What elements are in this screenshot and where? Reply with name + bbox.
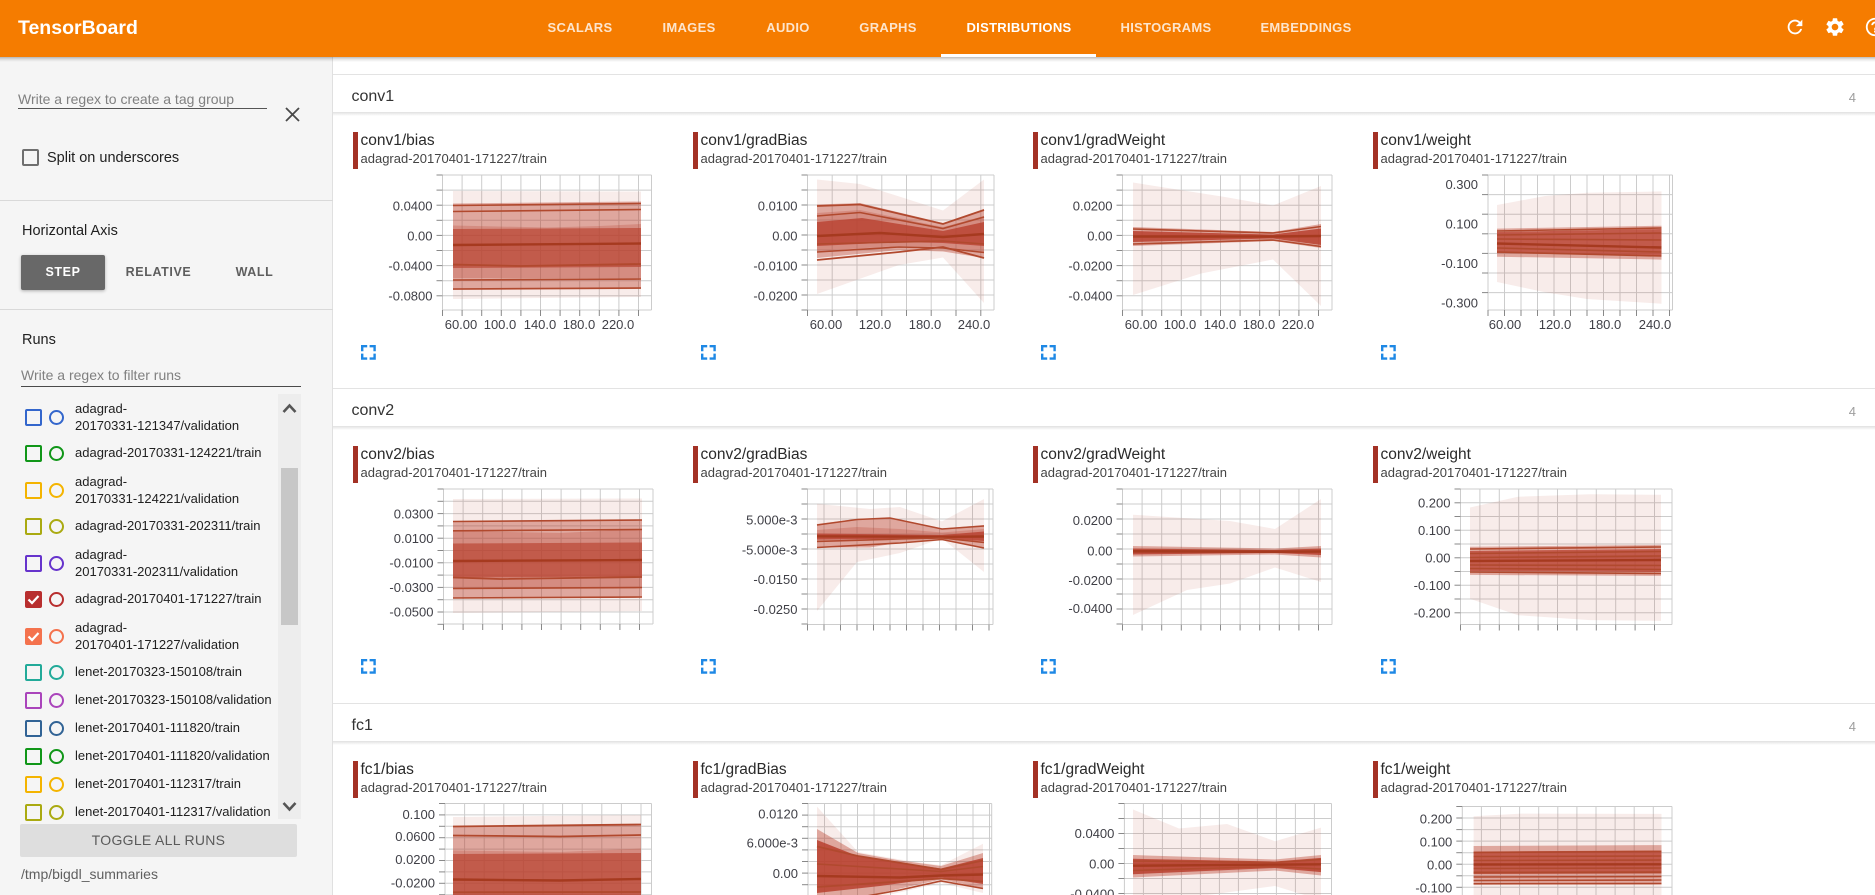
svg-text:0.00: 0.00 xyxy=(407,229,432,244)
svg-text:0.0100: 0.0100 xyxy=(758,199,798,214)
svg-text:0.100: 0.100 xyxy=(1445,217,1478,232)
svg-text:100.0: 100.0 xyxy=(484,317,517,332)
svg-text:-0.200: -0.200 xyxy=(1414,606,1451,621)
svg-text:100.0: 100.0 xyxy=(1164,317,1197,332)
svg-text:0.00: 0.00 xyxy=(773,866,798,881)
svg-text:180.0: 180.0 xyxy=(563,317,596,332)
svg-text:180.0: 180.0 xyxy=(1243,317,1276,332)
svg-text:0.200: 0.200 xyxy=(1418,496,1451,511)
svg-text:-0.0200: -0.0200 xyxy=(1068,259,1112,274)
svg-text:0.0120: 0.0120 xyxy=(758,807,798,822)
svg-text:-0.0100: -0.0100 xyxy=(389,556,433,571)
svg-text:0.00: 0.00 xyxy=(1427,858,1452,873)
svg-text:0.300: 0.300 xyxy=(1445,177,1478,192)
svg-text:0.00: 0.00 xyxy=(1425,551,1450,566)
svg-text:-0.0200: -0.0200 xyxy=(391,876,435,891)
svg-text:-0.0400: -0.0400 xyxy=(1070,887,1114,895)
svg-text:0.00: 0.00 xyxy=(1087,229,1112,244)
svg-text:60.00: 60.00 xyxy=(810,317,843,332)
svg-text:0.0400: 0.0400 xyxy=(393,199,433,214)
svg-text:6.000e-3: 6.000e-3 xyxy=(747,836,798,851)
svg-text:0.100: 0.100 xyxy=(402,807,435,822)
svg-text:0.0100: 0.0100 xyxy=(394,531,434,546)
svg-text:-0.0400: -0.0400 xyxy=(1068,601,1112,616)
svg-text:-0.0200: -0.0200 xyxy=(1068,573,1112,588)
svg-text:-0.0150: -0.0150 xyxy=(753,572,797,587)
svg-text:0.200: 0.200 xyxy=(1420,811,1453,826)
svg-text:220.0: 220.0 xyxy=(602,317,635,332)
svg-text:-5.000e-3: -5.000e-3 xyxy=(742,543,798,558)
svg-text:220.0: 220.0 xyxy=(1282,317,1315,332)
svg-text:-0.0100: -0.0100 xyxy=(753,259,797,274)
svg-text:60.00: 60.00 xyxy=(1125,317,1158,332)
svg-text:-0.100: -0.100 xyxy=(1415,881,1452,895)
svg-text:60.00: 60.00 xyxy=(1489,317,1522,332)
svg-text:140.0: 140.0 xyxy=(524,317,557,332)
svg-text:0.00: 0.00 xyxy=(772,229,797,244)
svg-text:120.0: 120.0 xyxy=(1539,317,1572,332)
svg-text:0.0300: 0.0300 xyxy=(394,507,434,522)
svg-text:5.000e-3: 5.000e-3 xyxy=(746,513,797,528)
svg-text:-0.100: -0.100 xyxy=(1441,256,1478,271)
svg-text:240.0: 240.0 xyxy=(958,317,991,332)
svg-text:60.00: 60.00 xyxy=(445,317,478,332)
svg-text:140.0: 140.0 xyxy=(1204,317,1237,332)
svg-text:0.0200: 0.0200 xyxy=(1073,513,1113,528)
svg-text:0.0600: 0.0600 xyxy=(395,829,435,844)
svg-text:-0.100: -0.100 xyxy=(1414,578,1451,593)
svg-text:-0.0200: -0.0200 xyxy=(753,289,797,304)
svg-text:180.0: 180.0 xyxy=(1589,317,1622,332)
svg-text:0.00: 0.00 xyxy=(1089,857,1114,872)
svg-text:0.0400: 0.0400 xyxy=(1075,826,1115,841)
svg-text:-0.0400: -0.0400 xyxy=(388,259,432,274)
svg-text:-0.0400: -0.0400 xyxy=(1068,289,1112,304)
svg-text:0.0200: 0.0200 xyxy=(1073,199,1113,214)
svg-text:0.100: 0.100 xyxy=(1420,834,1453,849)
svg-text:-0.0300: -0.0300 xyxy=(389,580,433,595)
svg-text:-0.0500: -0.0500 xyxy=(389,605,433,620)
svg-text:240.0: 240.0 xyxy=(1639,317,1672,332)
svg-text:-0.0250: -0.0250 xyxy=(753,602,797,617)
svg-text:0.00: 0.00 xyxy=(1087,544,1112,559)
svg-text:180.0: 180.0 xyxy=(909,317,942,332)
svg-text:-0.0800: -0.0800 xyxy=(388,289,432,304)
svg-text:0.0200: 0.0200 xyxy=(395,852,435,867)
svg-text:-0.300: -0.300 xyxy=(1441,296,1478,311)
svg-text:0.100: 0.100 xyxy=(1418,523,1451,538)
svg-text:120.0: 120.0 xyxy=(859,317,892,332)
